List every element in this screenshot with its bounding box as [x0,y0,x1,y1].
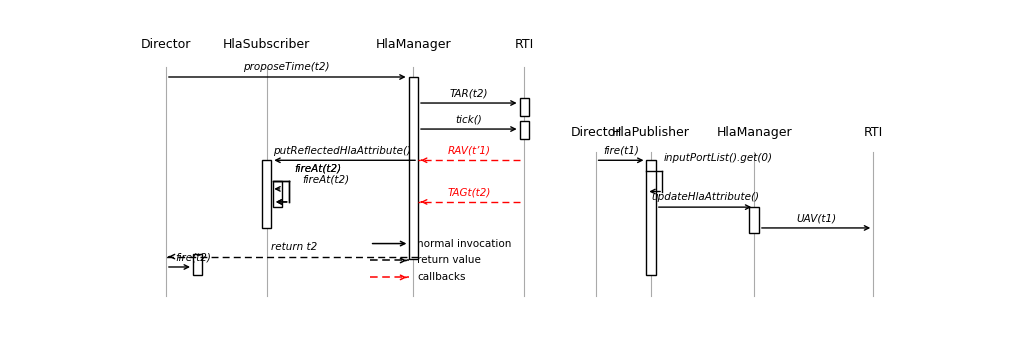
Text: callbacks: callbacks [417,272,465,282]
Text: return value: return value [417,256,481,265]
Text: HlaManager: HlaManager [716,126,792,140]
Bar [262,160,271,228]
Text: inputPortList().get(0): inputPortList().get(0) [664,153,772,163]
Text: RTI: RTI [515,38,534,51]
Text: TAGt(t2): TAGt(t2) [447,187,490,197]
Text: fire(t1): fire(t1) [604,146,639,155]
Text: proposeTime(t2): proposeTime(t2) [243,62,329,72]
Text: RTI: RTI [863,126,883,140]
Text: UAV(t1): UAV(t1) [796,213,836,223]
Bar [520,121,529,140]
Bar [408,77,418,259]
Text: HlaSubscriber: HlaSubscriber [223,38,310,51]
Text: fireAt(t2): fireAt(t2) [295,163,342,173]
Bar [520,98,529,116]
Text: HlaManager: HlaManager [375,38,451,51]
Text: fireAt(t2): fireAt(t2) [295,163,342,173]
Text: TAR(t2): TAR(t2) [449,88,488,98]
Bar [647,160,656,275]
Bar [193,254,203,275]
Text: Director: Director [141,38,191,51]
Text: normal invocation: normal invocation [417,239,512,248]
Text: HlaPublisher: HlaPublisher [612,126,691,140]
Text: fireAt(t2): fireAt(t2) [303,174,350,184]
Text: return t2: return t2 [271,242,317,252]
Text: RAV(t’1): RAV(t’1) [447,146,490,155]
Text: putReflectedHlaAttribute(): putReflectedHlaAttribute() [273,146,411,155]
Text: Director: Director [571,126,621,140]
Text: fire(t2): fire(t2) [176,252,212,262]
Text: tick(): tick() [455,114,482,124]
Bar [750,207,759,233]
Text: updateHlaAttribute(): updateHlaAttribute() [651,192,759,202]
Bar [273,181,282,207]
